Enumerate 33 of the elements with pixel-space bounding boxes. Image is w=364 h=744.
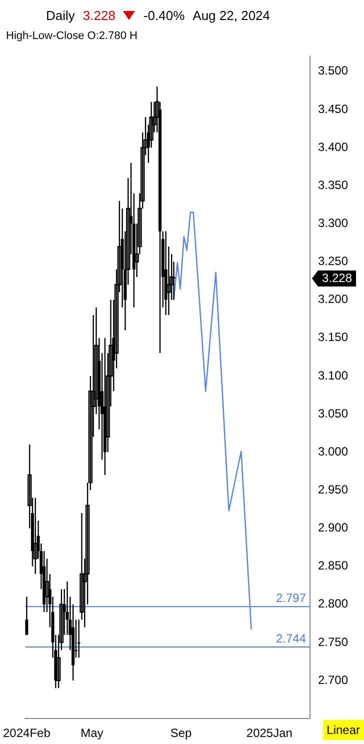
- text: -0.40%: [143, 8, 185, 22]
- text: 3.228: [82, 8, 116, 22]
- y-tick-label: 3.300: [318, 216, 348, 230]
- text: 3.228: [322, 270, 352, 285]
- ref-line-label: 2.797: [276, 590, 306, 605]
- chart-subtitle: High-Low-Close O:2.780 H: [5, 30, 138, 44]
- y-tick-label: 3.500: [318, 64, 348, 78]
- x-tick-label: 2024Feb: [3, 726, 51, 740]
- y-tick-label: 2.700: [318, 672, 348, 687]
- candlestick: [77, 619, 80, 658]
- chart-title: Daily: [46, 8, 75, 22]
- y-tick-label: 2.900: [318, 520, 348, 535]
- y-tick-label: 3.200: [318, 292, 348, 306]
- y-tick-label: 2.950: [318, 482, 348, 496]
- y-tick-label: 3.350: [318, 178, 348, 192]
- y-tick-label: 2.800: [318, 596, 348, 611]
- y-tick-label: 3.250: [318, 254, 348, 268]
- y-tick-label: 3.000: [318, 444, 348, 458]
- text: Aug 22, 2024: [192, 8, 270, 22]
- y-tick-label: 3.100: [318, 368, 348, 382]
- y-tick-label: 3.050: [318, 406, 348, 420]
- x-tick-label: May: [80, 726, 104, 740]
- candlestick: [25, 596, 28, 636]
- y-tick-label: 2.750: [318, 634, 348, 649]
- y-tick-label: 3.150: [318, 330, 348, 344]
- y-tick-label: 3.450: [318, 102, 348, 116]
- candlestick: [33, 497, 38, 575]
- ref-line-label: 2.744: [276, 631, 306, 646]
- x-tick-label: 2025Jan: [246, 726, 292, 740]
- y-tick-label: 3.400: [318, 140, 348, 154]
- y-tick-label: 2.850: [318, 558, 348, 573]
- x-tick-label: Sep: [170, 726, 192, 740]
- text: Linear: [322, 720, 364, 740]
